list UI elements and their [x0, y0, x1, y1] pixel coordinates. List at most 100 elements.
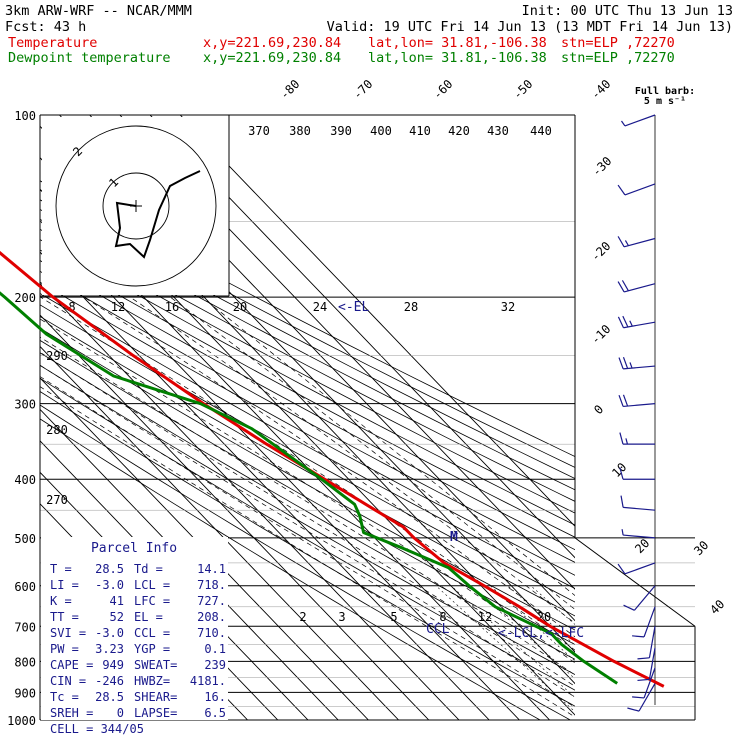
parcel-row-label: LCL = — [134, 578, 170, 592]
wind-barb-staff — [624, 183, 656, 196]
wind-barb-staff — [623, 365, 656, 370]
theta-side-label: 290 — [46, 349, 68, 363]
wind-barb-flag — [617, 316, 625, 328]
model-title: 3km ARW-WRF -- NCAR/MMM — [5, 3, 192, 19]
m-annotation: M — [450, 530, 458, 545]
parcel-row-label: Tc = — [50, 690, 79, 704]
isotherm-label: -20 — [588, 239, 613, 264]
wind-barb-staff — [623, 237, 656, 248]
isotherm-label: 40 — [707, 597, 727, 617]
parcel-row-value: 16. — [204, 690, 226, 704]
wind-speed-tick: 20 — [233, 300, 247, 314]
isotherm-line — [179, 115, 575, 527]
isotherm-label: -50 — [510, 77, 535, 102]
parcel-row-value: 727. — [197, 594, 226, 608]
pressure-label: 600 — [14, 580, 36, 594]
wind-barb-flag — [620, 495, 624, 508]
parcel-row-value: 52 — [110, 610, 124, 624]
wind-barb-flag — [619, 432, 624, 445]
wind-barb-flag — [622, 394, 629, 407]
wind-barb-flag — [621, 280, 629, 292]
mixing-ratio-label: 12 — [478, 610, 492, 624]
parcel-row-value: 6.5 — [204, 706, 226, 720]
wind-barb-flag — [618, 394, 624, 407]
parcel-row-label: K = — [50, 594, 72, 608]
isotherm-label: -70 — [350, 77, 375, 102]
wind-speed-tick: 32 — [501, 300, 515, 314]
parcel-info-title: Parcel Info — [91, 541, 177, 556]
parcel-row-label: SREH = — [50, 706, 93, 720]
parcel-row-value: -246 — [95, 674, 124, 688]
mixing-ratio-line — [435, 585, 575, 713]
theta-label: 390 — [330, 124, 352, 138]
temperature-xy: x,y=221.69,230.84 — [203, 35, 341, 51]
wind-barb-flag — [632, 696, 645, 699]
wind-barb-flag — [637, 678, 650, 682]
isotherm-label: 10 — [609, 460, 629, 480]
wind-barb-flag — [620, 120, 626, 127]
theta-label: 440 — [530, 124, 552, 138]
wind-barb-staff — [624, 114, 656, 127]
pressure-label: 400 — [14, 473, 36, 487]
wind-speed-tick: 8 — [68, 300, 75, 314]
parcel-cell: CELL = 344/05 — [50, 722, 144, 736]
parcel-row-label: TT = — [50, 610, 79, 624]
wind-barb-staff — [623, 283, 656, 293]
parcel-row-label: HWBZ= — [134, 674, 170, 688]
wind-barb-flag — [623, 604, 635, 611]
parcel-row-label: LI = — [50, 578, 79, 592]
dewpoint-legend: Dewpoint temperature — [8, 50, 171, 66]
parcel-info-box: Parcel Info T = 28.5 Td = 14.1 LI = -3.0 LCL = 7… — [41, 537, 228, 736]
parcel-row-label: CIN = — [50, 674, 86, 688]
mixing-ratio-line — [530, 585, 575, 625]
parcel-row-label: Td = — [134, 562, 163, 576]
parcel-row-label: EL = — [134, 610, 163, 624]
pressure-label: 1000 — [7, 714, 36, 728]
wind-barb-staff — [624, 562, 656, 575]
wind-barb-flag — [617, 563, 626, 575]
parcel-row-value: 239 — [204, 658, 226, 672]
el-annotation: <-EL — [338, 300, 369, 315]
parcel-row-label: CCL = — [134, 626, 170, 640]
wind-barb-flag — [625, 438, 629, 445]
wind-barb-staff — [638, 683, 656, 712]
parcel-row-label: T = — [50, 562, 72, 576]
theta-label: 430 — [487, 124, 509, 138]
pressure-label: 900 — [14, 686, 36, 700]
dewpoint-station: stn=ELP ,72270 — [561, 50, 675, 66]
wind-barb-flag — [621, 529, 624, 536]
lcl-lfc-annotation: <-LCL,<-LFC — [498, 626, 584, 641]
parcel-row-value: 4181. — [190, 674, 226, 688]
profile-lines: <-EL <-LCL,<-LFC CCL M — [0, 250, 665, 688]
theta-label: 400 — [370, 124, 392, 138]
pressure-label: 200 — [14, 291, 36, 305]
wind-barb-staff — [643, 667, 656, 699]
theta-label: 410 — [409, 124, 431, 138]
wind-barb-flag — [618, 357, 624, 370]
mixing-ratio-label: 2 — [299, 610, 306, 624]
parcel-row-label: SWEAT= — [134, 658, 177, 672]
full-barb-label: Full barb: — [635, 86, 695, 97]
isotherm-label: -60 — [430, 77, 455, 102]
parcel-row-value: 28.5 — [95, 562, 124, 576]
parcel-row-label: CAPE = — [50, 658, 93, 672]
parcel-row-value: -3.0 — [95, 578, 124, 592]
wind-barb-flag — [622, 356, 629, 369]
full-barb-unit: 5 m s⁻¹ — [644, 96, 686, 107]
hodo-ring-outer — [55, 125, 217, 287]
temperature-legend: Temperature — [8, 35, 97, 51]
moist-adiabat-line — [83, 296, 575, 638]
parcel-row-label: LFC = — [134, 594, 170, 608]
parcel-box-bg — [41, 537, 228, 720]
parcel-row-label: SVI = — [50, 626, 86, 640]
wind-barb-staff — [633, 585, 656, 611]
parcel-row-label: LAPSE= — [134, 706, 177, 720]
parcel-row-value: 0 — [117, 706, 124, 720]
wind-barb-staff — [623, 321, 656, 329]
parcel-row-label: SHEAR= — [134, 690, 177, 704]
forecast-hour: Fcst: 43 h — [5, 19, 86, 35]
parcel-row-value: 14.1 — [197, 562, 226, 576]
